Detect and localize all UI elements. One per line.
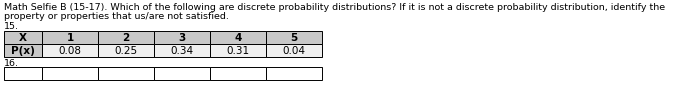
Bar [210, 31, 266, 44]
Text: 15.: 15. [4, 22, 19, 31]
Text: P(x): P(x) [11, 46, 35, 56]
Text: 0.08: 0.08 [59, 46, 82, 56]
Bar [210, 67, 266, 80]
Bar [98, 31, 154, 44]
Text: 2: 2 [123, 32, 129, 42]
Bar [4, 44, 42, 57]
Bar [98, 67, 154, 80]
Bar [266, 67, 322, 80]
Text: X: X [19, 32, 27, 42]
Bar [154, 31, 210, 44]
Bar [210, 44, 266, 57]
Bar [98, 44, 154, 57]
Text: 3: 3 [178, 32, 186, 42]
Text: 4: 4 [234, 32, 242, 42]
Bar [42, 67, 98, 80]
Text: 5: 5 [290, 32, 298, 42]
Text: 0.34: 0.34 [170, 46, 193, 56]
Text: 16.: 16. [4, 59, 19, 68]
Text: 0.31: 0.31 [227, 46, 249, 56]
Bar [42, 44, 98, 57]
Bar [266, 44, 322, 57]
Bar [4, 31, 42, 44]
Text: 1: 1 [66, 32, 74, 42]
Text: 0.25: 0.25 [114, 46, 138, 56]
Bar [42, 31, 98, 44]
Text: property or properties that us/are not satisfied.: property or properties that us/are not s… [4, 12, 229, 21]
Bar [266, 31, 322, 44]
Text: 0.04: 0.04 [283, 46, 306, 56]
Bar [154, 67, 210, 80]
Text: Math Selfie B (15-17). Which of the following are discrete probability distribut: Math Selfie B (15-17). Which of the foll… [4, 3, 665, 12]
Bar [154, 44, 210, 57]
Bar [4, 67, 42, 80]
